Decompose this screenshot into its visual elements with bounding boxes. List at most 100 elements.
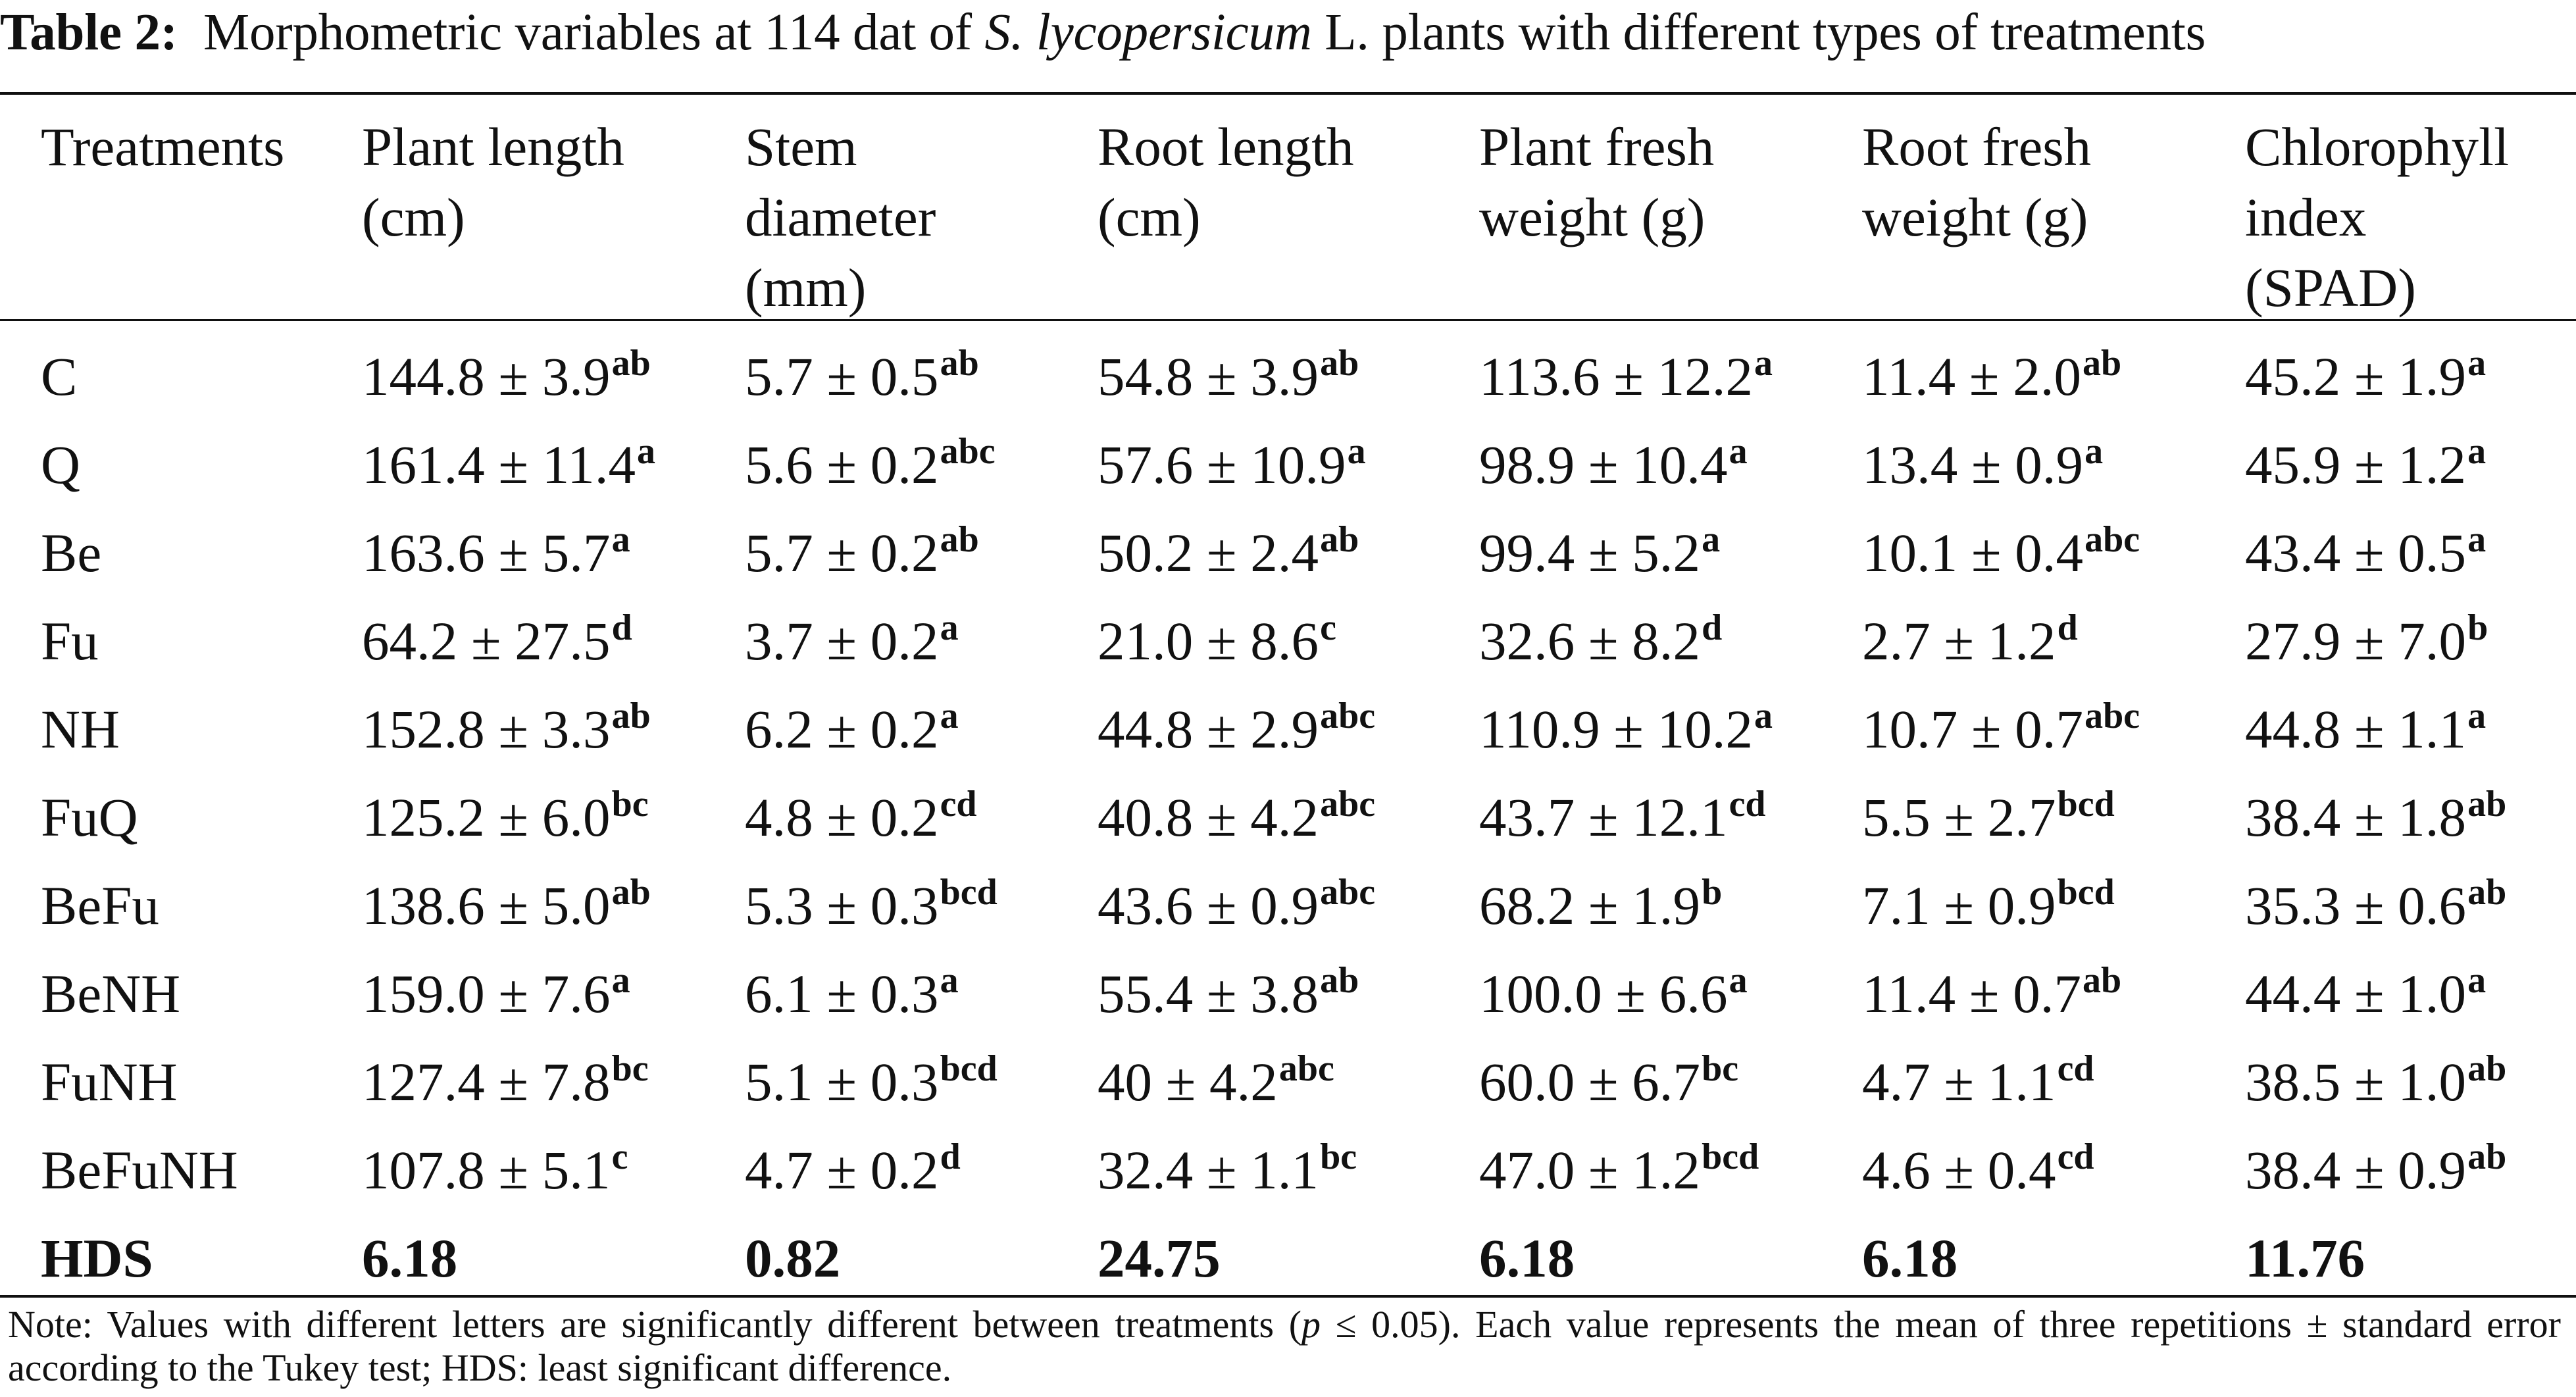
value-text: 38.4 ± 1.8 [2245,787,2467,848]
value-cell: 100.0 ± 6.6a [1479,950,1748,1044]
treatment-cell: FuQ [41,787,138,848]
significance-letters: a [611,519,630,560]
significance-letters: ab [1320,960,1359,1001]
table-row: FuQ 125.2 ± 6.0bc 4.8 ± 0.2cd 40.8 ± 4.2… [0,773,2576,861]
header-line: index [2245,187,2367,247]
value-cell: 152.8 ± 3.3ab [362,685,651,780]
value-text: 113.6 ± 12.2 [1479,346,1753,407]
value-cell: 44.8 ± 1.1a [2245,685,2486,780]
value-cell: 144.8 ± 3.9ab [362,332,651,427]
value-cell: 125.2 ± 6.0bc [362,773,649,868]
value-text: 3.7 ± 0.2 [745,611,939,671]
significance-letters: a [1702,519,1721,560]
header-line: Plant fresh [1479,116,1715,177]
value-text: 54.8 ± 3.9 [1098,346,1319,407]
significance-letters: b [2467,607,2488,648]
value-cell: 44.4 ± 1.0a [2245,950,2486,1044]
significance-letters: abc [1320,696,1376,736]
significance-letters: ab [2467,872,2507,913]
hds-value: 6.18 [1862,1228,1958,1288]
value-cell: 2.7 ± 1.2d [1862,597,2078,692]
value-cell: 99.4 ± 5.2a [1479,509,1720,603]
value-text: 55.4 ± 3.8 [1098,963,1319,1024]
treatment-cell: C [41,346,78,407]
value-text: 21.0 ± 8.6 [1098,611,1319,671]
value-text: 98.9 ± 10.4 [1479,434,1728,495]
treatment-cell: BeFu [41,875,159,936]
table-row: Be 163.6 ± 5.7a 5.7 ± 0.2ab 50.2 ± 2.4ab… [0,509,2576,597]
hds-value: 0.82 [745,1228,841,1288]
value-text: 43.6 ± 0.9 [1098,875,1319,936]
value-text: 5.5 ± 2.7 [1862,787,2056,848]
treatment-cell: NH [41,699,120,759]
significance-letters: abc [2084,696,2140,736]
significance-letters: d [940,1136,961,1177]
value-cell: 4.6 ± 0.4cd [1862,1126,2094,1221]
significance-letters: ab [611,343,651,384]
value-cell: 32.4 ± 1.1bc [1098,1126,1357,1221]
hds-value: 24.75 [1098,1228,1221,1288]
significance-letters: bcd [940,1048,998,1089]
treatment-cell: Q [41,434,80,495]
caption-text-after: L. plants with different types of treatm… [1325,4,2206,61]
value-cell: 68.2 ± 1.9b [1479,861,1722,956]
value-cell: 50.2 ± 2.4ab [1098,509,1359,603]
value-text: 159.0 ± 7.6 [362,963,611,1024]
hds-label: HDS [41,1228,153,1288]
value-cell: 40.8 ± 4.2abc [1098,773,1375,868]
header-line: weight (g) [1479,187,1705,247]
significance-letters: ab [2082,343,2122,384]
significance-letters: ab [940,343,979,384]
header-line: (cm) [362,187,465,247]
table-row: Fu 64.2 ± 27.5d 3.7 ± 0.2a 21.0 ± 8.6c 3… [0,597,2576,685]
value-text: 43.7 ± 12.1 [1479,787,1728,848]
significance-letters: bc [611,784,649,825]
note-text-after: ≤ 0.05). Each value represents the mean … [8,1303,2561,1389]
header-line: (SPAD) [2245,257,2416,318]
table-bottom-rule [0,1295,2576,1298]
value-cell: 57.6 ± 10.9a [1098,420,1366,515]
significance-letters: bcd [1702,1136,1759,1177]
value-cell: 4.8 ± 0.2cd [745,773,977,868]
value-text: 5.7 ± 0.2 [745,522,939,583]
header-line: diameter [745,187,936,247]
value-text: 57.6 ± 10.9 [1098,434,1346,495]
value-cell: 45.9 ± 1.2a [2245,420,2486,515]
header-line: Treatments [41,116,285,177]
value-text: 127.4 ± 7.8 [362,1052,611,1112]
value-cell: 138.6 ± 5.0ab [362,861,651,956]
significance-letters: d [611,607,632,648]
value-text: 13.4 ± 0.9 [1862,434,2084,495]
value-text: 6.2 ± 0.2 [745,699,939,759]
note-p-symbol: p [1301,1303,1321,1346]
value-cell: 55.4 ± 3.8ab [1098,950,1359,1044]
caption-text-before: Morphometric variables at 114 dat of [203,4,972,61]
header-line: Chlorophyll [2245,116,2510,177]
value-cell: 64.2 ± 27.5d [362,597,632,692]
header-chlorophyll-index: Chlorophyll index (SPAD) [2245,112,2509,323]
significance-letters: cd [1729,784,1766,825]
header-treatments: Treatments [41,112,284,182]
significance-letters: bc [1702,1048,1739,1089]
value-cell: 44.8 ± 2.9abc [1098,685,1375,780]
value-text: 99.4 ± 5.2 [1479,522,1701,583]
significance-letters: d [2057,607,2078,648]
table-row: NH 152.8 ± 3.3ab 6.2 ± 0.2a 44.8 ± 2.9ab… [0,685,2576,773]
value-text: 110.9 ± 10.2 [1479,699,1753,759]
header-line: Stem [745,116,857,177]
value-text: 4.7 ± 0.2 [745,1140,939,1200]
table-caption: Table 2: Morphometric variables at 114 d… [0,0,2576,86]
value-text: 7.1 ± 0.9 [1862,875,2056,936]
header-line: (mm) [745,257,867,318]
significance-letters: c [1320,607,1336,648]
value-cell: 40 ± 4.2abc [1098,1038,1334,1132]
value-text: 5.6 ± 0.2 [745,434,939,495]
note-text-before: Note: Values with different letters are … [8,1303,1302,1346]
value-text: 44.4 ± 1.0 [2245,963,2467,1024]
value-cell: 5.7 ± 0.5ab [745,332,979,427]
value-text: 40.8 ± 4.2 [1098,787,1319,848]
value-text: 5.7 ± 0.5 [745,346,939,407]
significance-letters: a [940,696,959,736]
header-stem-diameter: Stem diameter (mm) [745,112,936,323]
value-cell: 4.7 ± 0.2d [745,1126,961,1221]
